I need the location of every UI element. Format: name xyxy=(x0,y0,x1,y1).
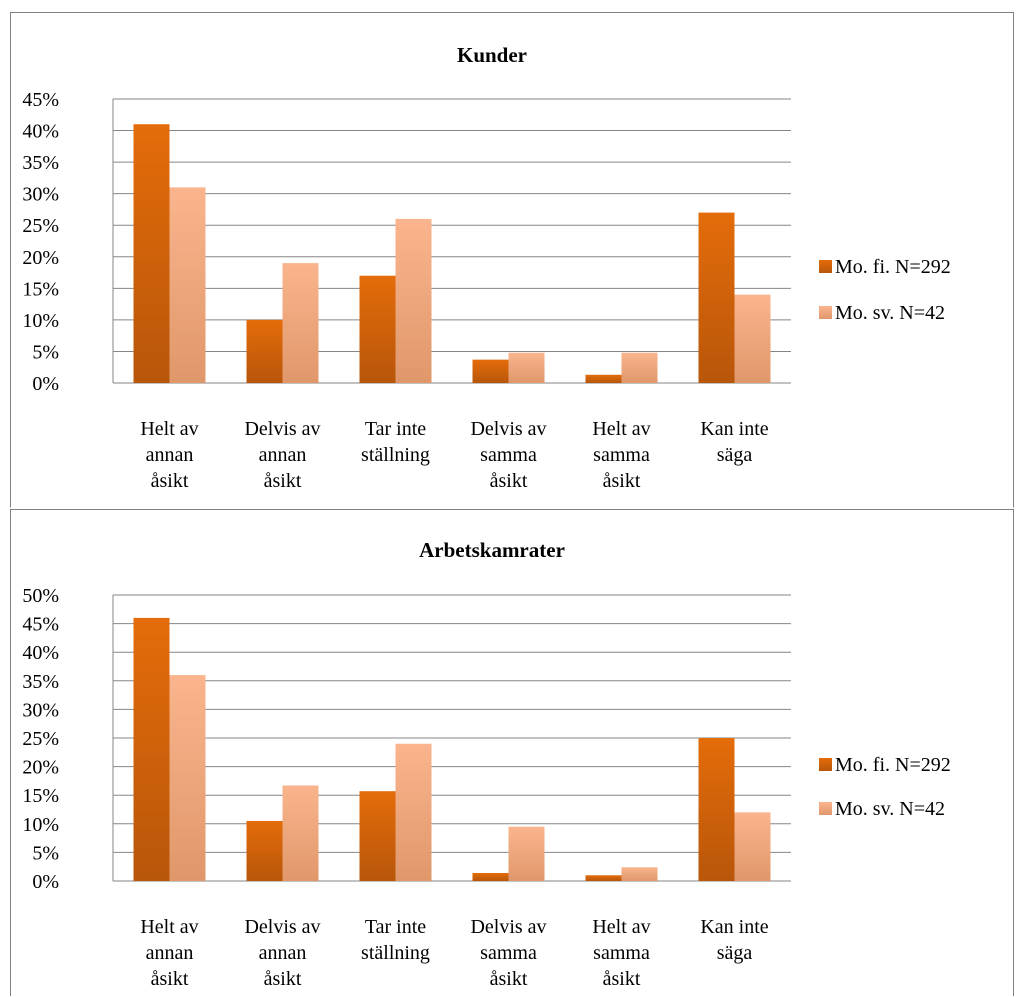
y-tick-label: 30% xyxy=(22,184,59,206)
category-label: Delvis av samma åsikt xyxy=(470,916,546,990)
bar-mo-fi xyxy=(472,359,509,383)
legend-label: Mo. sv. N=42 xyxy=(835,302,945,324)
bar-mo-sv xyxy=(282,785,319,881)
bar-mo-fi xyxy=(472,872,509,881)
bar-mo-sv xyxy=(508,352,545,383)
legend-label: Mo. fi. N=292 xyxy=(835,256,951,278)
y-tick-label: 50% xyxy=(22,585,59,607)
bar-mo-fi xyxy=(585,875,622,881)
category-label: Tar inte ställning xyxy=(361,916,430,964)
bar-mo-fi xyxy=(133,124,170,383)
legend-swatch xyxy=(819,306,832,319)
y-tick-label: 5% xyxy=(32,842,59,864)
bar-mo-fi xyxy=(698,738,735,881)
y-tick-label: 25% xyxy=(22,728,59,750)
y-tick-label: 20% xyxy=(22,757,59,779)
chart-arbetskamrater: Arbetskamrater 0% 5% 10% 15% 20% 25% 30% 35% 40% 4… xyxy=(10,509,1014,996)
legend-swatch xyxy=(819,802,832,815)
category-label: Kan inte säga xyxy=(700,916,768,964)
bar-mo-fi xyxy=(246,319,283,383)
category-label: Kan inte säga xyxy=(700,418,768,466)
legend-label: Mo. sv. N=42 xyxy=(835,798,945,820)
category-label: Delvis av annan åsikt xyxy=(244,916,320,990)
bar-mo-sv xyxy=(621,352,658,383)
category-label: Tar inte ställning xyxy=(361,418,430,466)
category-label: Helt av samma åsikt xyxy=(592,418,650,492)
y-tick-label: 15% xyxy=(22,278,59,300)
bar-mo-sv xyxy=(282,263,319,383)
bar-mo-sv xyxy=(734,294,771,383)
y-tick-label: 10% xyxy=(22,814,59,836)
y-tick-label: 45% xyxy=(22,89,59,111)
y-tick-label: 30% xyxy=(22,699,59,721)
y-tick-label: 35% xyxy=(22,671,59,693)
chart-arbetskamrater-svg: Arbetskamrater 0% 5% 10% 15% 20% 25% 30% 35% 40% 4… xyxy=(22,538,951,990)
category-label: Helt av annan åsikt xyxy=(140,418,198,492)
bar-mo-sv xyxy=(508,826,545,881)
y-tick-label: 10% xyxy=(22,310,59,332)
y-tick-label: 40% xyxy=(22,642,59,664)
category-label: Delvis av samma åsikt xyxy=(470,418,546,492)
bar-mo-fi xyxy=(359,791,396,881)
bar-mo-fi xyxy=(698,212,735,383)
legend-swatch xyxy=(819,758,832,771)
y-tick-label: 0% xyxy=(32,373,59,395)
bar-mo-sv xyxy=(169,675,206,881)
bar-mo-fi xyxy=(246,820,283,881)
chart-kunder-svg: Kunder 0% 5% 10% 15% 20% 25% 30% 35% 40% 45% Helt a… xyxy=(22,43,951,492)
y-tick-label: 40% xyxy=(22,121,59,143)
bar-mo-fi xyxy=(585,374,622,383)
y-tick-label: 35% xyxy=(22,152,59,174)
chart-title: Kunder xyxy=(457,43,527,67)
y-tick-label: 25% xyxy=(22,215,59,237)
bar-mo-sv xyxy=(169,187,206,383)
category-label: Helt av annan åsikt xyxy=(140,916,198,990)
y-tick-label: 0% xyxy=(32,871,59,893)
bar-mo-sv xyxy=(395,218,432,383)
bar-mo-sv xyxy=(734,812,771,881)
legend-swatch xyxy=(819,260,832,273)
chart-kunder: Kunder 0% 5% 10% 15% 20% 25% 30% 35% 40% 45% Helt a… xyxy=(10,12,1014,508)
y-tick-label: 15% xyxy=(22,785,59,807)
bar-mo-fi xyxy=(133,617,170,881)
category-label: Delvis av annan åsikt xyxy=(244,418,320,492)
legend-label: Mo. fi. N=292 xyxy=(835,754,951,776)
category-label: Helt av samma åsikt xyxy=(592,916,650,990)
bar-mo-sv xyxy=(395,743,432,881)
bar-mo-sv xyxy=(621,867,658,881)
y-tick-label: 5% xyxy=(32,341,59,363)
y-tick-label: 45% xyxy=(22,614,59,636)
chart-title: Arbetskamrater xyxy=(419,538,565,562)
bar-mo-fi xyxy=(359,275,396,383)
y-tick-label: 20% xyxy=(22,247,59,269)
